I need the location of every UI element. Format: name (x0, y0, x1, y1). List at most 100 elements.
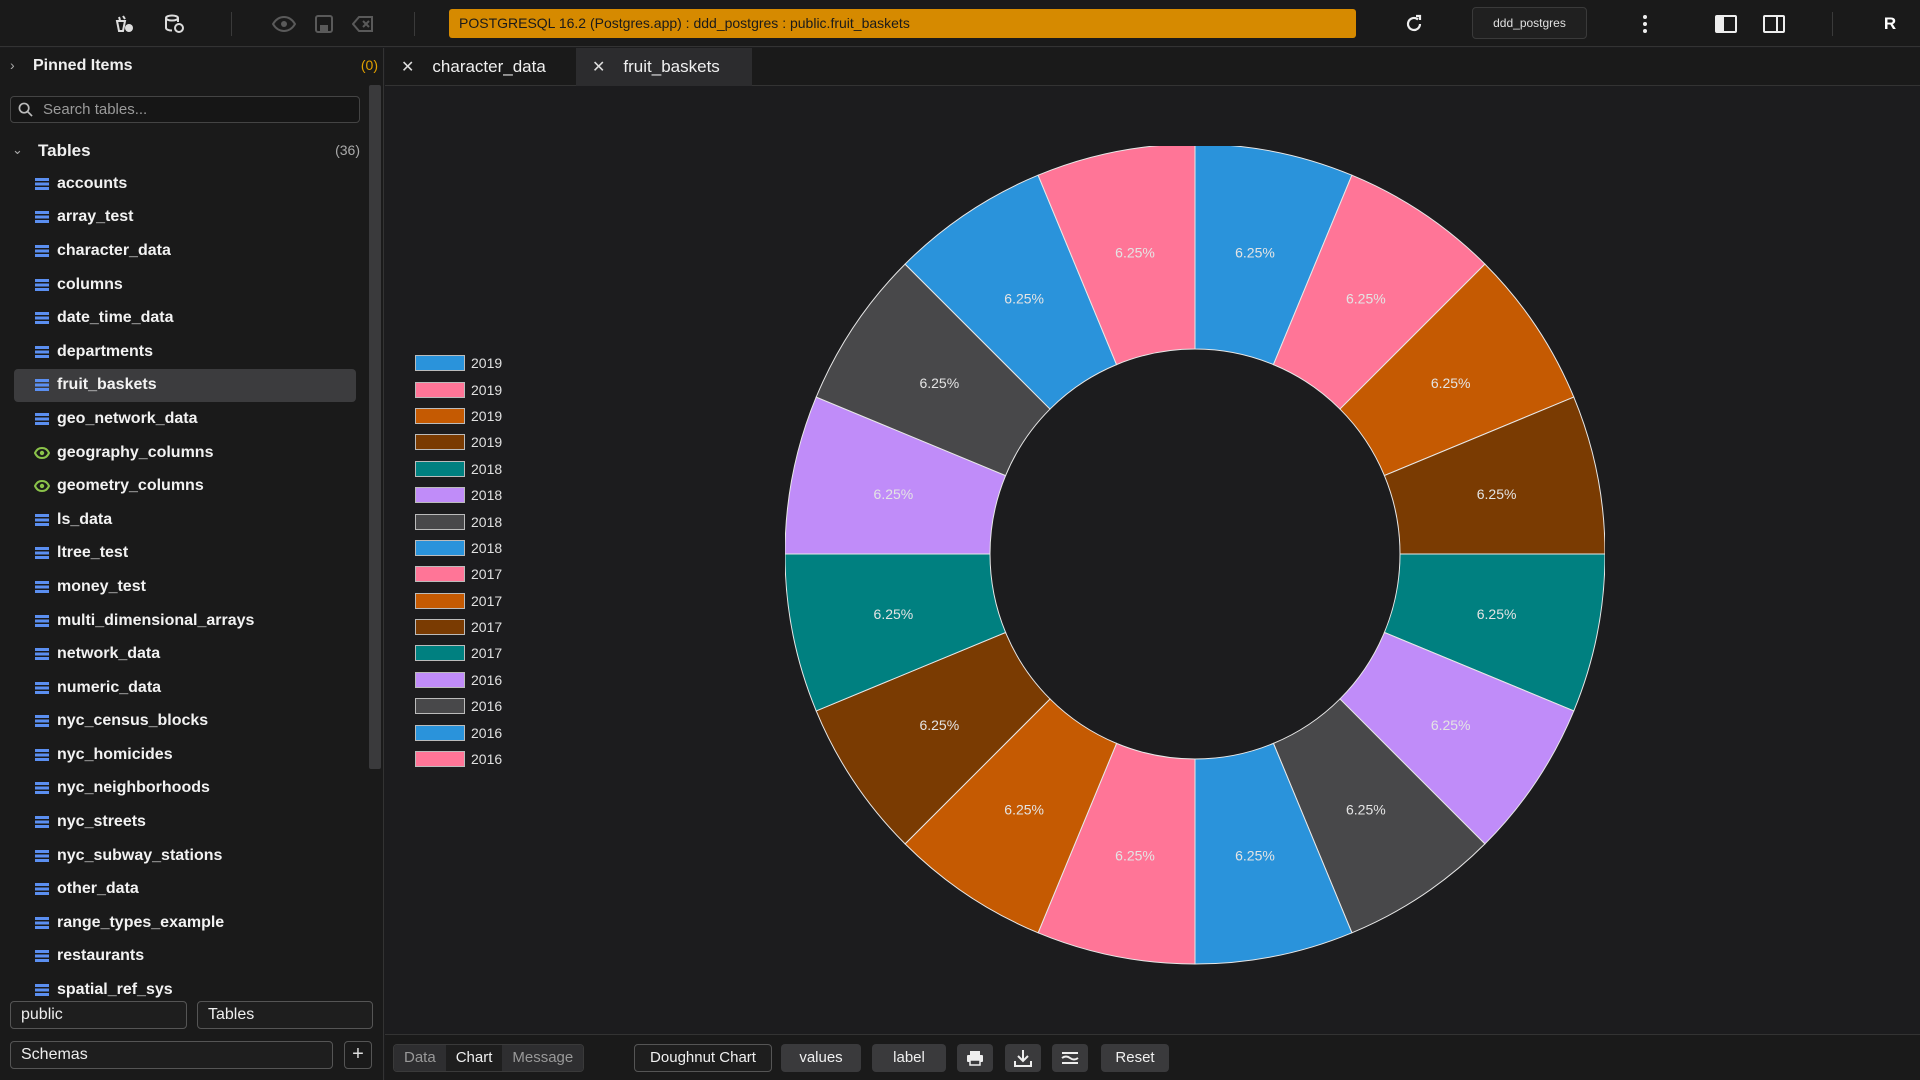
sidebar-item-nyc-neighborhoods[interactable]: nyc_neighborhoods (14, 772, 356, 806)
view-tab-message[interactable]: Message (502, 1045, 584, 1071)
chart-settings-icon[interactable] (1052, 1044, 1088, 1072)
sidebar-item-network-data[interactable]: network_data (14, 637, 356, 671)
chevron-down-icon: ⌄ (12, 142, 23, 157)
legend-item[interactable]: 2017 (415, 588, 502, 614)
sidebar-item-fruit-baskets[interactable]: fruit_baskets (14, 368, 356, 403)
reset-button[interactable]: Reset (1101, 1044, 1169, 1072)
sidebar-item-numeric-data[interactable]: numeric_data (14, 671, 356, 705)
legend-item[interactable]: 2018 (415, 482, 502, 508)
sidebar-item-accounts[interactable]: accounts (14, 167, 356, 201)
connection-banner: POSTGRESQL 16.2 (Postgres.app) : ddd_pos… (449, 9, 1356, 38)
sidebar-item-money-test[interactable]: money_test (14, 570, 356, 604)
doughnut-slice[interactable] (1037, 146, 1196, 366)
sidebar-item-array-test[interactable]: array_test (14, 201, 356, 235)
eye-icon[interactable] (270, 10, 298, 38)
sidebar-item-character-data[interactable]: character_data (14, 234, 356, 268)
search-input[interactable] (43, 97, 343, 122)
legend-item[interactable]: 2017 (415, 640, 502, 666)
table-icon (35, 648, 49, 661)
legend-item[interactable]: 2018 (415, 456, 502, 482)
sidebar-item-multi-dimensional-arrays[interactable]: multi_dimensional_arrays (14, 604, 356, 638)
slice-label: 6.25% (1115, 244, 1155, 260)
tab-label: character_data (432, 57, 546, 76)
database-refresh-icon[interactable] (160, 10, 188, 38)
legend-label: 2018 (471, 487, 503, 504)
print-icon[interactable] (957, 1044, 993, 1072)
view-tab-data[interactable]: Data (394, 1045, 446, 1071)
database-button[interactable]: ddd_postgres (1472, 7, 1587, 39)
save-icon[interactable] (310, 10, 338, 38)
table-icon (35, 547, 49, 560)
pinned-items-header[interactable]: › Pinned Items (0) (0, 48, 384, 84)
clear-icon[interactable] (349, 10, 377, 38)
legend-item[interactable]: 2016 (415, 719, 502, 745)
legend-item[interactable]: 2019 (415, 429, 502, 455)
sidebar-item-nyc-census-blocks[interactable]: nyc_census_blocks (14, 705, 356, 739)
object-type-select[interactable]: Tables (197, 1001, 373, 1029)
divider (231, 12, 232, 36)
legend-swatch (415, 407, 465, 424)
download-icon[interactable] (1005, 1044, 1041, 1072)
schema-select[interactable]: public (10, 1001, 187, 1029)
table-name: restaurants (57, 947, 145, 965)
slice-label: 6.25% (874, 606, 914, 622)
sidebar-item-ltree-test[interactable]: ltree_test (14, 537, 356, 571)
legend-item[interactable]: 2018 (415, 535, 502, 561)
label-button[interactable]: label (872, 1044, 946, 1072)
search-icon (18, 102, 33, 117)
sidebar-item-geography-columns[interactable]: geography_columns (14, 436, 356, 470)
legend-item[interactable]: 2019 (415, 403, 502, 429)
sidebar-item-date-time-data[interactable]: date_time_data (14, 301, 356, 335)
legend-swatch (415, 751, 465, 768)
toggle-right-panel-icon[interactable] (1760, 10, 1788, 38)
sidebar-item-nyc-homicides[interactable]: nyc_homicides (14, 738, 356, 772)
legend-item[interactable]: 2016 (415, 693, 502, 719)
values-button[interactable]: values (781, 1044, 861, 1072)
legend-item[interactable]: 2016 (415, 667, 502, 693)
slice-label: 6.25% (1431, 375, 1471, 391)
sidebar-item-other-data[interactable]: other_data (14, 872, 356, 906)
close-icon[interactable]: ✕ (401, 59, 415, 76)
legend-item[interactable]: 2017 (415, 561, 502, 587)
legend-item[interactable]: 2019 (415, 350, 502, 376)
legend-item[interactable]: 2016 (415, 746, 502, 772)
legend-item[interactable]: 2019 (415, 376, 502, 402)
legend-swatch (415, 513, 465, 530)
table-icon (35, 614, 49, 627)
table-icon (35, 278, 49, 291)
legend-swatch (415, 381, 465, 398)
avatar[interactable]: R (1883, 14, 1897, 33)
tables-header[interactable]: ⌄ Tables (36) (0, 138, 370, 166)
legend-item[interactable]: 2017 (415, 614, 502, 640)
more-vertical-icon[interactable] (1631, 10, 1659, 38)
sidebar-item-ls-data[interactable]: ls_data (14, 503, 356, 537)
sidebar-item-nyc-streets[interactable]: nyc_streets (14, 805, 356, 839)
legend-item[interactable]: 2018 (415, 508, 502, 534)
close-icon[interactable]: ✕ (592, 59, 606, 76)
sidebar-item-geo-network-data[interactable]: geo_network_data (14, 402, 356, 436)
sidebar-item-restaurants[interactable]: restaurants (14, 940, 356, 974)
sidebar-item-range-types-example[interactable]: range_types_example (14, 906, 356, 940)
sidebar-scrollbar[interactable] (369, 85, 381, 769)
table-name: departments (57, 342, 154, 360)
tab-character-data[interactable]: ✕ character_data (385, 48, 576, 86)
sidebar-item-nyc-subway-stations[interactable]: nyc_subway_stations (14, 839, 356, 873)
add-schema-button[interactable]: + (344, 1041, 372, 1069)
sidebar-item-spatial-ref-sys[interactable]: spatial_ref_sys (14, 973, 356, 1007)
view-tab-chart[interactable]: Chart (445, 1045, 503, 1071)
run-query-icon[interactable] (110, 10, 138, 38)
sidebar-item-departments[interactable]: departments (14, 335, 356, 369)
sidebar: › Pinned Items (0) ⌄ Tables (36) account… (0, 48, 384, 1080)
divider (1832, 12, 1833, 36)
refresh-icon[interactable] (1400, 10, 1428, 38)
legend-swatch (415, 355, 465, 372)
schemas-select[interactable]: Schemas (10, 1041, 333, 1069)
tab-fruit-baskets[interactable]: ✕ fruit_baskets (576, 48, 752, 86)
sidebar-item-columns[interactable]: columns (14, 268, 356, 302)
table-icon (35, 412, 49, 425)
chart-type-select[interactable]: Doughnut Chart (634, 1044, 772, 1072)
table-icon (35, 580, 49, 593)
toggle-left-panel-icon[interactable] (1712, 10, 1740, 38)
legend-swatch (415, 724, 465, 741)
sidebar-item-geometry-columns[interactable]: geometry_columns (14, 469, 356, 503)
